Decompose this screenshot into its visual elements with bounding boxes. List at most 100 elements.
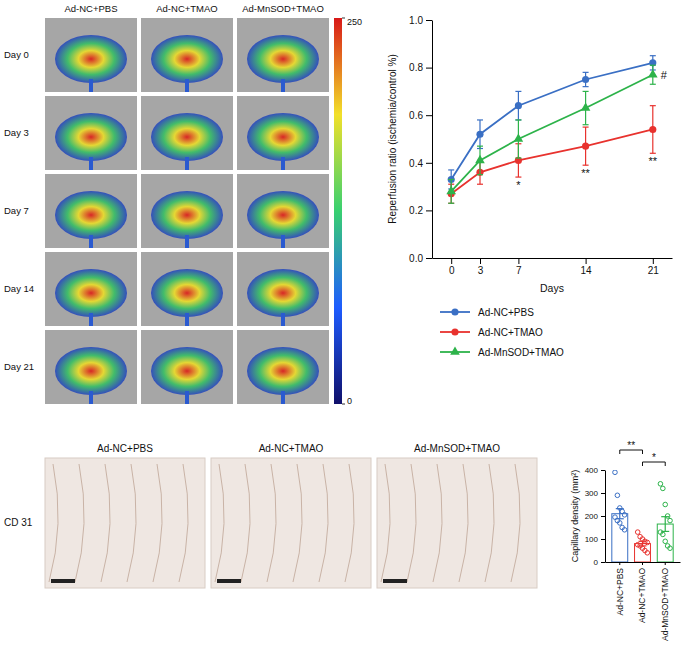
axis: 0100200300400 bbox=[585, 466, 606, 567]
doppler-image bbox=[237, 174, 329, 248]
data-point bbox=[613, 470, 618, 475]
tick-label: 7 bbox=[516, 265, 522, 276]
data-point bbox=[635, 530, 640, 535]
image-tail bbox=[89, 313, 93, 326]
tick: 1.0 bbox=[409, 15, 432, 26]
doppler-image bbox=[45, 330, 137, 404]
image-heat bbox=[151, 191, 223, 239]
comparison-label: * bbox=[652, 452, 656, 463]
image-tail bbox=[281, 313, 285, 326]
ihc-fiber bbox=[433, 464, 442, 582]
tick-label: 0 bbox=[594, 558, 599, 567]
column-header: Ad-MnSOD+TMAO bbox=[242, 3, 324, 14]
tick-mark bbox=[619, 562, 620, 565]
legend-label: Ad-MnSOD+TMAO bbox=[478, 347, 564, 358]
error-bar bbox=[650, 106, 656, 154]
ihc-fiber bbox=[215, 464, 224, 582]
error-bar-cap bbox=[477, 184, 483, 185]
data-point bbox=[661, 532, 666, 537]
error-bar-cap bbox=[583, 72, 589, 73]
colorbar-tick bbox=[342, 18, 345, 19]
row-label: Day 0 bbox=[4, 49, 29, 60]
error-bar bbox=[661, 517, 669, 532]
tick: Ad-MnSOD+TMAO bbox=[660, 562, 670, 641]
plot-area bbox=[612, 470, 673, 562]
tick: 7 bbox=[516, 258, 522, 276]
column-header: Ad-NC+PBS bbox=[64, 3, 117, 14]
image-tail bbox=[185, 313, 189, 326]
tick-mark bbox=[426, 163, 432, 164]
tick-mark bbox=[665, 562, 666, 565]
image-tail bbox=[89, 157, 93, 170]
error-bar-cap bbox=[650, 105, 656, 106]
error-bar-cap bbox=[639, 545, 647, 546]
colorbar-tick-label: 250 bbox=[347, 17, 362, 27]
legend-label: Ad-NC+PBS bbox=[478, 307, 534, 318]
comparison: ** bbox=[620, 440, 643, 454]
tick: 100 bbox=[585, 535, 605, 544]
data-point bbox=[622, 528, 627, 533]
axis: 0371421 bbox=[433, 258, 673, 276]
image-heat bbox=[151, 113, 223, 161]
image-tail bbox=[281, 157, 285, 170]
legend-marker bbox=[450, 346, 460, 354]
row-label: Day 14 bbox=[4, 283, 34, 294]
tick-label: Ad-NC+PBS bbox=[614, 568, 624, 616]
significance-label: # bbox=[661, 69, 668, 81]
error-bar-cap bbox=[650, 84, 656, 85]
image-heat bbox=[55, 269, 127, 317]
ihc-fiber bbox=[511, 464, 520, 582]
row-label: Day 21 bbox=[4, 361, 34, 372]
plot-area bbox=[446, 56, 657, 204]
ihc-fiber bbox=[101, 464, 110, 582]
image-background bbox=[237, 96, 329, 170]
image-background bbox=[45, 18, 137, 92]
figure: Ad-NC+PBSAd-NC+TMAOAd-MnSOD+TMAODay 0Day… bbox=[0, 0, 686, 652]
y-axis-title: Reperfusion ratio (ischemia/control %) bbox=[387, 54, 398, 224]
image-heat bbox=[151, 35, 223, 83]
row-label: Day 7 bbox=[4, 205, 29, 216]
significance-label: * bbox=[516, 179, 521, 191]
image-background bbox=[141, 252, 233, 326]
image-tail bbox=[281, 79, 285, 92]
tick-label: Ad-MnSOD+TMAO bbox=[660, 568, 670, 641]
colorbar-tick bbox=[342, 404, 345, 405]
legend-marker bbox=[451, 308, 458, 315]
error-bar-cap bbox=[515, 119, 521, 120]
column-header: Ad-NC+PBS bbox=[97, 443, 153, 454]
doppler-image bbox=[45, 174, 137, 248]
error-bar-cap bbox=[515, 176, 521, 177]
ihc-fiber bbox=[127, 464, 136, 582]
image-heat bbox=[247, 113, 319, 161]
tick-mark bbox=[586, 258, 587, 264]
error-bar-cap bbox=[661, 516, 669, 517]
tick-mark bbox=[426, 258, 432, 259]
axis-line bbox=[605, 471, 606, 563]
tick-mark bbox=[480, 258, 481, 264]
image-background bbox=[237, 18, 329, 92]
error-bar bbox=[515, 91, 521, 120]
error-bar-cap bbox=[616, 508, 624, 509]
ihc-fiber bbox=[75, 464, 84, 582]
image-heat bbox=[55, 35, 127, 83]
ihc-fiber bbox=[241, 464, 250, 582]
row-label: CD 31 bbox=[4, 517, 33, 528]
image-tail bbox=[185, 79, 189, 92]
image-tail bbox=[185, 235, 189, 248]
tick-mark bbox=[426, 20, 432, 21]
error-bar-stem bbox=[642, 541, 643, 546]
series-marker bbox=[648, 69, 658, 77]
image-background bbox=[141, 174, 233, 248]
bar-chart: 0100200300400Ad-NC+PBSAd-NC+TMAOAd-MnSOD… bbox=[570, 440, 681, 641]
ihc-texture bbox=[381, 464, 520, 582]
tick: 0.4 bbox=[409, 158, 432, 169]
image-heat bbox=[247, 269, 319, 317]
error-bar-cap bbox=[515, 157, 521, 158]
ihc-fiber bbox=[49, 464, 58, 582]
doppler-image bbox=[237, 252, 329, 326]
laser-doppler-grid: Ad-NC+PBSAd-NC+TMAOAd-MnSOD+TMAODay 0Day… bbox=[4, 3, 329, 404]
data-point bbox=[645, 551, 650, 556]
image-background bbox=[45, 174, 137, 248]
y-axis-title: Capillary density (mm²) bbox=[570, 470, 580, 563]
axis: 0.00.20.40.60.81.0 bbox=[409, 15, 432, 264]
